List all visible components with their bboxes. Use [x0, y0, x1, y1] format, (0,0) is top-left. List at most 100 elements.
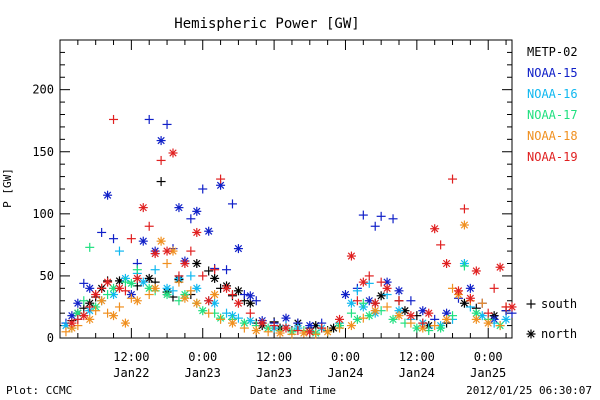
- data-point-noaa-16-south: [114, 246, 124, 256]
- data-point-noaa-19-north: [257, 318, 267, 328]
- data-point-noaa-18-south: [216, 314, 226, 324]
- data-point-noaa-17-north: [352, 314, 362, 324]
- data-point-noaa-18-north: [156, 236, 166, 246]
- footer-right: 2012/01/25 06:30:07: [466, 384, 592, 397]
- x-tick-label-date: Jan22: [113, 366, 149, 380]
- data-point-noaa-19-north: [424, 308, 434, 318]
- data-point-noaa-19-north: [406, 311, 416, 321]
- data-point-noaa-19-south: [317, 323, 327, 333]
- data-point-noaa-19-north: [465, 293, 475, 303]
- data-point-noaa-18-south: [61, 327, 71, 337]
- data-point-noaa-18-north: [132, 296, 142, 306]
- data-point-noaa-18-north: [442, 314, 452, 324]
- data-point-noaa-17-south: [448, 311, 458, 321]
- data-point-noaa-17-south: [358, 298, 368, 308]
- data-point-noaa-15-south: [97, 227, 107, 237]
- x-tick-label-time: 12:00: [399, 350, 435, 364]
- data-points: [61, 114, 517, 339]
- data-point-noaa-17-north: [162, 290, 172, 300]
- data-point-noaa-19-north: [281, 323, 291, 333]
- data-point-noaa-18-north: [459, 220, 469, 230]
- data-point-noaa-17-north: [471, 308, 481, 318]
- data-point-noaa-19-north: [162, 246, 172, 256]
- data-point-noaa-19-north: [180, 259, 190, 268]
- data-point-noaa-19-south: [227, 290, 237, 300]
- data-point-noaa-19-north: [507, 302, 517, 312]
- data-point-metp-02-south: [156, 177, 166, 187]
- data-point-noaa-17-south: [103, 290, 113, 300]
- data-point-noaa-19-north: [442, 259, 452, 268]
- data-point-noaa-18-south: [495, 321, 505, 331]
- data-point-noaa-18-north: [180, 293, 190, 303]
- data-point-noaa-19-south: [73, 314, 83, 324]
- chart-title: Hemispheric Power [GW]: [174, 16, 359, 32]
- data-point-noaa-15-north: [138, 236, 148, 246]
- data-point-metp-02-north: [376, 291, 386, 301]
- data-point-metp-02-north: [400, 306, 410, 316]
- data-point-noaa-18-north: [192, 298, 202, 308]
- data-point-noaa-19-north: [132, 273, 142, 283]
- data-point-noaa-16-north: [501, 314, 511, 324]
- x-tick-label-date: Jan23: [185, 366, 221, 380]
- y-tick-label: 50: [40, 269, 54, 283]
- data-point-noaa-15-north: [174, 203, 184, 213]
- data-point-noaa-19-north: [453, 286, 463, 296]
- marker-legend: south north: [526, 297, 577, 341]
- data-point-noaa-15-north: [73, 298, 83, 308]
- data-point-noaa-19-north: [382, 283, 392, 293]
- data-point-noaa-19-north: [103, 277, 113, 287]
- data-point-noaa-17-south: [459, 261, 469, 271]
- data-point-noaa-16-south: [233, 313, 243, 323]
- data-point-metp-02-north: [192, 259, 202, 268]
- data-point-noaa-19-south: [394, 296, 404, 306]
- data-point-noaa-18-north: [299, 328, 309, 338]
- plot-frame: [59, 39, 513, 339]
- data-point-noaa-19-south: [459, 204, 469, 214]
- data-point-noaa-15-north: [465, 283, 475, 293]
- data-point-noaa-15-north: [204, 226, 214, 236]
- data-point-noaa-18-south: [204, 308, 214, 318]
- data-point-noaa-16-south: [186, 271, 196, 281]
- data-point-noaa-16-south: [352, 286, 362, 296]
- data-point-metp-02-north: [210, 273, 220, 283]
- data-point-noaa-19-north: [358, 277, 368, 287]
- y-tick-label: 100: [32, 207, 54, 221]
- data-point-noaa-19-south: [174, 271, 184, 281]
- data-point-noaa-17-north: [436, 323, 446, 333]
- legend-entry-noaa-19: NOAA-19: [527, 150, 578, 164]
- data-point-noaa-19-south: [186, 246, 196, 256]
- marker-legend-symbol-south: [526, 299, 536, 309]
- data-point-noaa-19-north: [430, 224, 440, 234]
- x-tick-label-date: Jan23: [256, 366, 292, 380]
- x-tick-label-date: Jan24: [399, 366, 435, 380]
- data-point-noaa-18-south: [239, 323, 249, 333]
- data-point-noaa-18-north: [227, 318, 237, 328]
- data-point-noaa-17-north: [198, 306, 208, 316]
- data-point-noaa-19-south: [198, 271, 208, 281]
- series-legend: METP-02 NOAA-15 NOAA-16 NOAA-17 NOAA-18 NOAA-…: [527, 45, 578, 164]
- data-point-noaa-15-south: [358, 210, 368, 220]
- data-point-noaa-17-north: [364, 311, 374, 321]
- data-point-noaa-19-north: [204, 296, 214, 306]
- data-point-noaa-15-south: [376, 211, 386, 221]
- data-point-noaa-19-north: [346, 251, 356, 261]
- footer-left: Plot: CCMC: [6, 384, 72, 397]
- y-tick-label: 150: [32, 145, 54, 159]
- data-point-noaa-18-south: [287, 329, 297, 339]
- data-point-noaa-18-north: [85, 314, 95, 324]
- data-point-noaa-19-north: [150, 249, 160, 259]
- data-point-noaa-15-south: [370, 221, 380, 231]
- data-point-noaa-15-south: [222, 265, 232, 275]
- data-point-noaa-19-south: [126, 234, 136, 244]
- data-point-noaa-15-north: [340, 290, 350, 300]
- data-point-noaa-19-south: [210, 265, 220, 275]
- data-point-noaa-18-south: [335, 323, 345, 333]
- data-point-noaa-19-south: [483, 308, 493, 318]
- data-point-noaa-19-north: [495, 262, 505, 272]
- data-point-metp-02-south: [204, 266, 214, 276]
- data-point-noaa-16-north: [138, 277, 148, 287]
- data-point-noaa-19-north: [168, 148, 178, 158]
- data-point-noaa-18-south: [91, 306, 101, 316]
- data-point-noaa-15-south: [227, 199, 237, 209]
- data-point-noaa-19-south: [269, 321, 279, 331]
